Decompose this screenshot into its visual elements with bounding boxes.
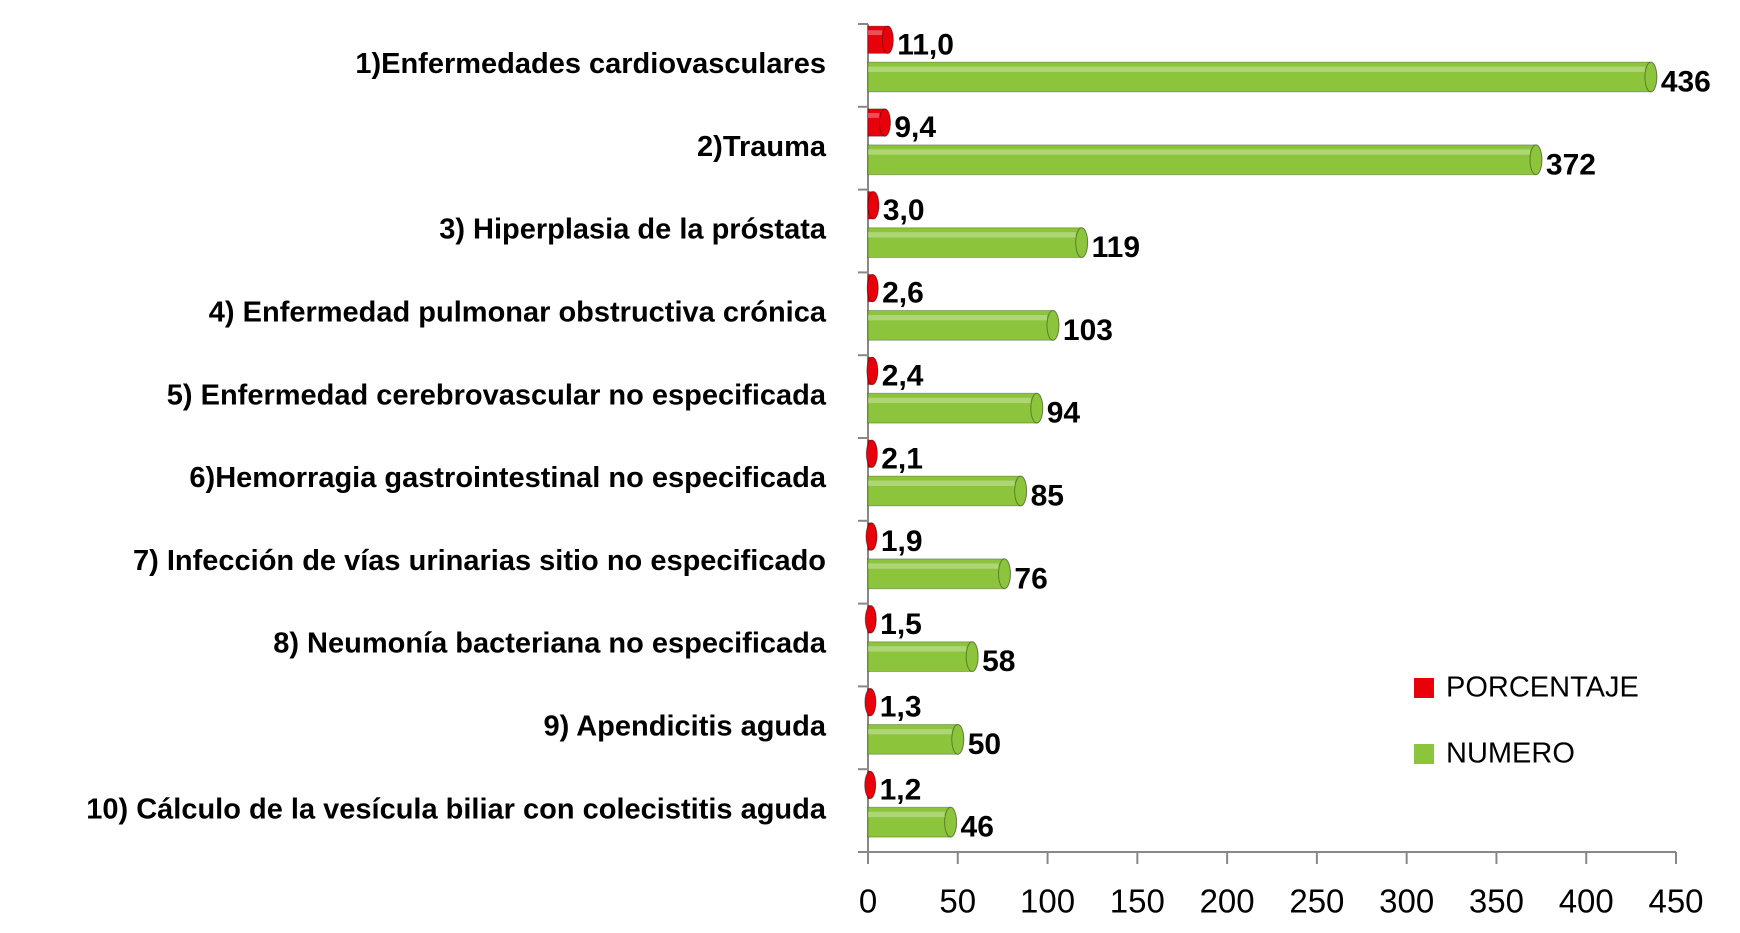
category-label: 7) Infección de vías urinarias sitio no …: [133, 545, 826, 577]
x-tick-label: 300: [1379, 883, 1434, 920]
bar-highlight: [868, 149, 1530, 155]
x-tick-label: 400: [1559, 883, 1614, 920]
x-tick-label: 100: [1020, 883, 1075, 920]
category-label: 3) Hiperplasia de la próstata: [439, 214, 827, 246]
bar-highlight: [868, 646, 967, 652]
bar-cap: [864, 770, 877, 800]
value-label: 2,4: [882, 359, 924, 392]
x-tick-label: 0: [859, 883, 877, 920]
bar-cap: [865, 439, 878, 468]
x-tick-label: 350: [1469, 883, 1524, 920]
bar-cap: [965, 641, 979, 672]
bar-cap: [881, 25, 894, 54]
legend-swatch: [1414, 744, 1434, 764]
bar-highlight: [868, 811, 945, 818]
value-label: 436: [1661, 66, 1711, 99]
x-tick-label: 450: [1648, 883, 1703, 920]
bar-highlight: [868, 397, 1031, 404]
category-label: 5) Enfermedad cerebrovascular no especif…: [167, 379, 827, 411]
value-label: 3,0: [883, 194, 925, 227]
value-label: 50: [968, 728, 1001, 761]
bar: [867, 558, 1011, 590]
bar-cap: [1644, 61, 1658, 93]
value-label: 9,4: [894, 111, 936, 144]
value-label: 85: [1031, 480, 1064, 513]
bar-highlight: [868, 112, 880, 118]
bar-cap: [866, 273, 879, 303]
bar-highlight: [868, 728, 952, 735]
category-label: 9) Apendicitis aguda: [543, 710, 826, 742]
bar-cap: [1075, 227, 1089, 258]
bar-cap: [1030, 392, 1044, 424]
category-label: 4) Enfermedad pulmonar obstructiva cróni…: [209, 296, 827, 328]
value-label: 1,3: [880, 691, 922, 724]
bar-cap: [1014, 475, 1028, 507]
bar-cap: [878, 108, 891, 137]
legend-label: PORCENTAJE: [1446, 672, 1639, 704]
value-label: 103: [1063, 314, 1113, 347]
value-label: 119: [1092, 231, 1140, 264]
category-label: 1)Enfermedades cardiovasculares: [355, 48, 826, 80]
bar-cap: [867, 191, 880, 220]
x-tick-label: 250: [1289, 883, 1344, 920]
value-label: 11,0: [897, 28, 954, 61]
x-tick-label: 200: [1200, 883, 1255, 920]
bar-cap: [864, 605, 877, 634]
value-label: 1,2: [880, 773, 922, 806]
bar-cap: [1046, 309, 1060, 341]
category-label: 2)Trauma: [697, 131, 827, 163]
bar-cap: [864, 687, 877, 717]
legend-label: NUMERO: [1446, 738, 1575, 770]
bar-cap: [944, 806, 958, 838]
value-label: 94: [1047, 397, 1081, 430]
x-tick-label: 150: [1110, 883, 1165, 920]
x-tick-label: 50: [939, 883, 976, 920]
bar-highlight: [868, 480, 1015, 486]
bar-cap: [865, 522, 878, 551]
value-label: 46: [961, 811, 994, 844]
bar-cap: [866, 356, 879, 386]
value-label: 372: [1546, 148, 1596, 181]
category-label: 8) Neumonía bacteriana no especificada: [273, 628, 827, 660]
bar-cap: [1529, 144, 1543, 176]
legend-swatch: [1414, 678, 1434, 698]
category-label: 10) Cálculo de la vesícula biliar con co…: [86, 793, 827, 825]
bar-highlight: [868, 314, 1047, 321]
value-label: 58: [982, 645, 1015, 678]
value-label: 76: [1014, 562, 1047, 595]
value-label: 2,1: [881, 442, 923, 475]
bar-highlight: [868, 66, 1645, 72]
value-label: 2,6: [882, 277, 924, 310]
bar-highlight: [868, 563, 999, 569]
bar-highlight: [868, 30, 883, 36]
value-label: 1,9: [881, 525, 923, 558]
category-label: 6)Hemorragia gastrointestinal no especif…: [189, 462, 826, 494]
bar-cap: [951, 723, 965, 755]
value-label: 1,5: [880, 608, 922, 641]
bar-highlight: [868, 232, 1076, 238]
bar-cap: [998, 558, 1011, 590]
bar: [867, 723, 965, 755]
